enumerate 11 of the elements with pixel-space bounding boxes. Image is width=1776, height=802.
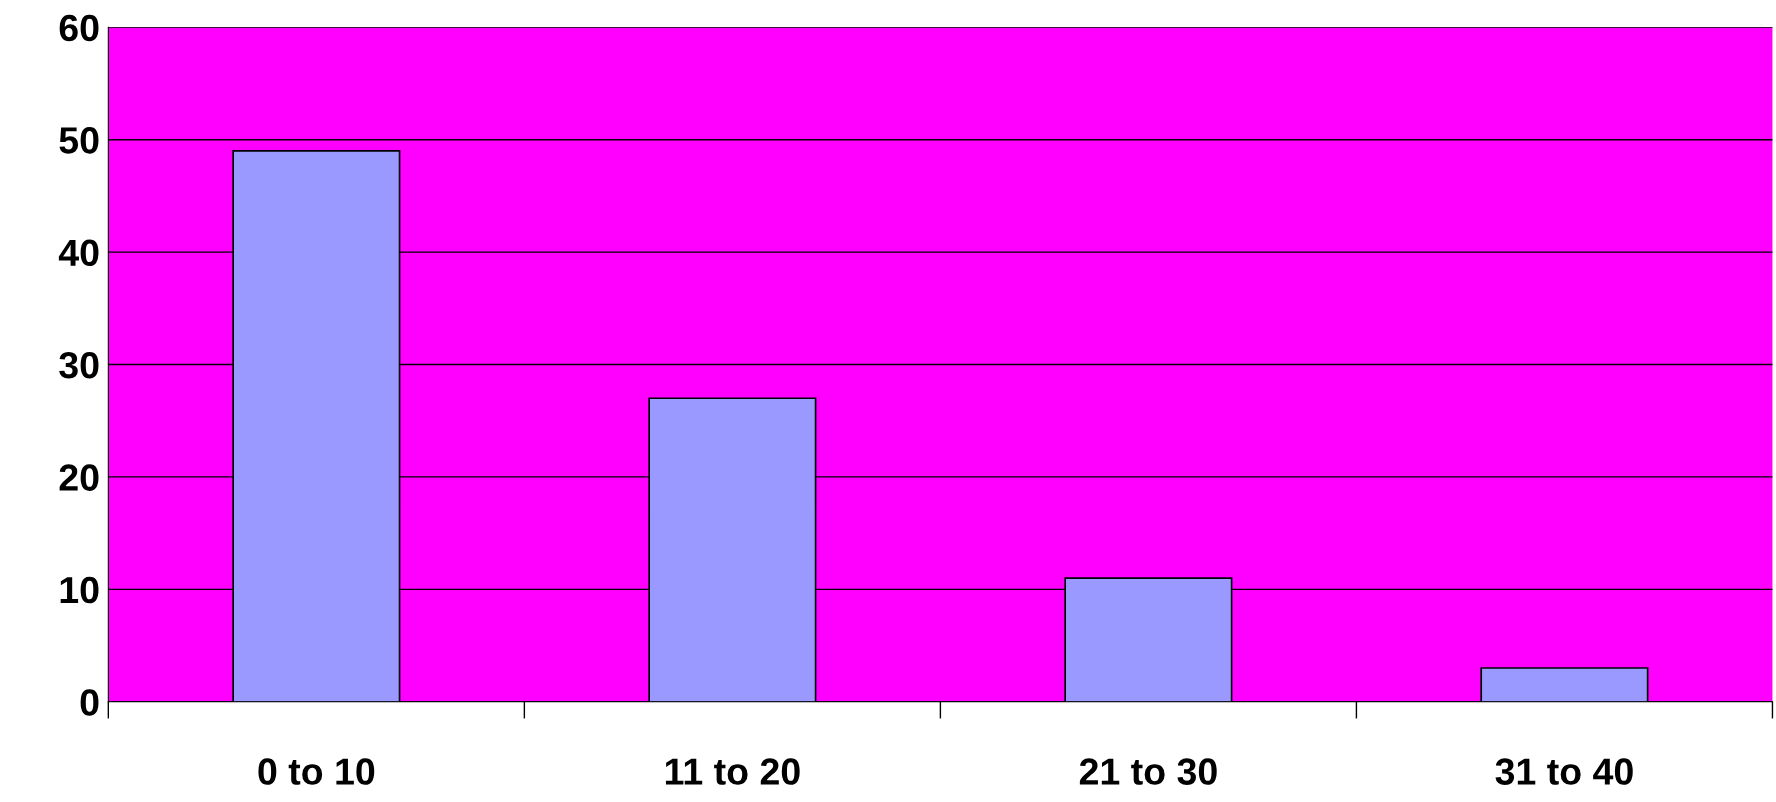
- y-tick-label: 60: [59, 14, 99, 42]
- y-tick-label: 10: [60, 576, 99, 604]
- x-tick-label: 0 to 10: [258, 758, 375, 785]
- y-tick-label: 40: [58, 239, 99, 267]
- y-tick-label: 0: [80, 689, 99, 716]
- y-tick-label: 30: [59, 351, 99, 379]
- x-tick-label: 31 to 40: [1495, 758, 1633, 785]
- y-tick-label: 50: [59, 127, 99, 154]
- x-tick-label: 11 to 20: [665, 758, 800, 785]
- x-tick-label: 21 to 30: [1079, 758, 1217, 785]
- y-tick-label: 20: [59, 464, 99, 491]
